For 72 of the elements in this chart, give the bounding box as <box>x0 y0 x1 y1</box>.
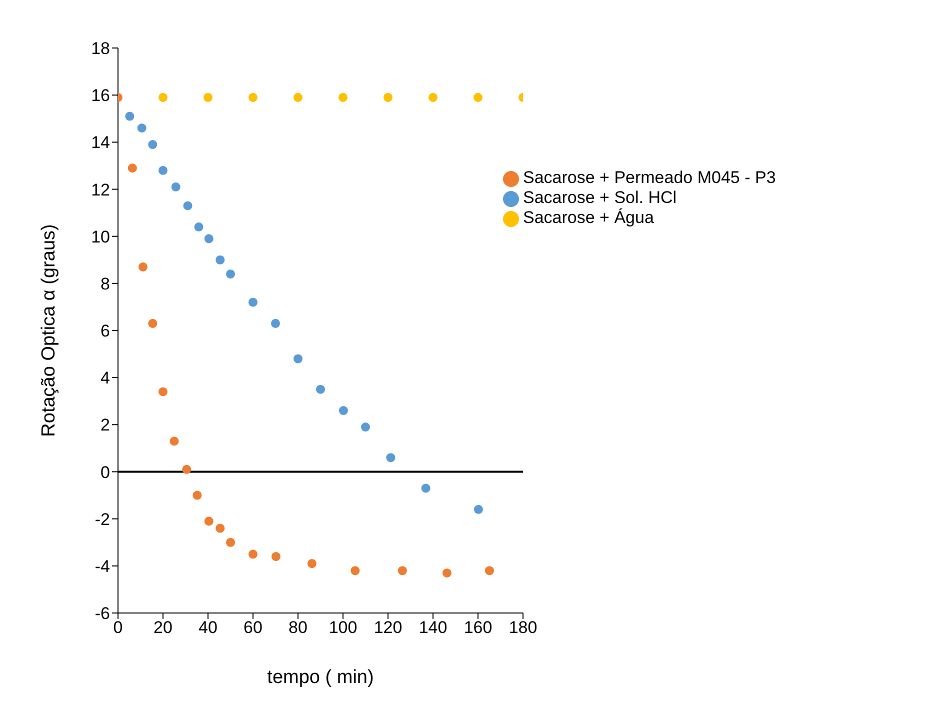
point <box>137 124 146 133</box>
x-axis-title: tempo ( min) <box>267 667 374 688</box>
point <box>248 298 258 307</box>
x-tick-label: 40 <box>198 618 218 638</box>
point <box>192 490 202 500</box>
point <box>148 318 158 328</box>
y-tick-label: 16 <box>91 86 110 106</box>
point <box>170 436 179 446</box>
point <box>474 504 483 514</box>
y-tick-label: 12 <box>91 180 110 200</box>
point <box>360 422 370 432</box>
point <box>316 384 326 394</box>
point <box>182 464 192 474</box>
point <box>194 222 204 232</box>
point <box>270 318 280 328</box>
y-axis-title: Rotação Optica α (graus) <box>38 224 60 437</box>
y-tick-label: 14 <box>91 133 110 152</box>
point <box>338 406 348 416</box>
point <box>226 538 236 547</box>
x-tick-label: 20 <box>154 618 172 638</box>
point <box>293 92 303 102</box>
point <box>128 164 137 173</box>
point <box>421 484 430 493</box>
point <box>248 550 258 559</box>
x-tick-label: 160 <box>464 618 492 638</box>
y-tick-label: 0 <box>100 462 110 482</box>
y-tick-label: 18 <box>91 39 110 58</box>
point <box>216 524 225 533</box>
y-tick-label: 10 <box>91 227 110 246</box>
y-tick-label: -6 <box>94 604 110 624</box>
point <box>307 559 316 568</box>
legend-label: Sacarose + Permeado M045 - P3 <box>523 168 776 187</box>
point <box>350 566 360 576</box>
point <box>338 92 348 102</box>
point <box>383 92 393 102</box>
point <box>203 92 213 102</box>
point <box>204 234 214 244</box>
x-tick-label: 100 <box>328 618 358 638</box>
x-tick-label: 60 <box>244 618 262 638</box>
point <box>183 201 192 210</box>
y-tick-label: 4 <box>100 368 110 388</box>
point <box>293 354 303 364</box>
point <box>442 568 452 578</box>
point <box>484 566 494 576</box>
legend-label: Sacarose + Água <box>523 208 654 227</box>
point <box>398 566 407 576</box>
point <box>148 140 158 150</box>
y-tick-label: 8 <box>100 274 110 294</box>
point <box>138 262 148 272</box>
point <box>158 387 168 396</box>
x-tick-label: 0 <box>113 618 123 638</box>
point <box>125 112 134 121</box>
point <box>158 166 168 175</box>
point <box>248 92 258 102</box>
point <box>386 453 396 462</box>
x-tick-label: 140 <box>418 618 448 638</box>
point <box>428 92 438 102</box>
x-tick-label: 180 <box>508 618 538 638</box>
y-tick-label: 6 <box>100 322 110 341</box>
legend-label: Sacarose + Sol. HCl <box>523 188 677 207</box>
point <box>226 269 236 279</box>
y-tick-label: -2 <box>94 510 110 529</box>
y-tick-label: -4 <box>94 556 110 576</box>
x-tick-label: 80 <box>288 618 308 638</box>
point <box>473 92 483 102</box>
point <box>271 552 280 562</box>
x-tick-label: 120 <box>374 618 402 638</box>
point <box>171 182 180 192</box>
point <box>204 516 214 526</box>
point <box>216 255 225 264</box>
point <box>158 92 168 102</box>
y-tick-label: 2 <box>100 416 110 435</box>
